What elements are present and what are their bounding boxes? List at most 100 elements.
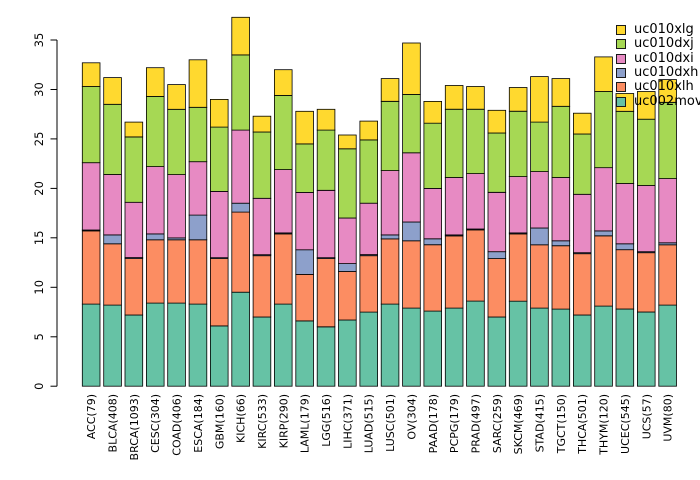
bar-segment bbox=[145, 302, 165, 387]
bar-segment bbox=[316, 189, 336, 259]
bar-segment bbox=[103, 243, 122, 306]
x-tick-label: BLCA(408) bbox=[107, 394, 120, 452]
bar-segment bbox=[658, 79, 677, 103]
bar-segment bbox=[188, 161, 208, 216]
bar-segment bbox=[209, 126, 229, 192]
bar-segment bbox=[252, 316, 272, 387]
bar-segment bbox=[252, 197, 272, 256]
bar-segment bbox=[487, 191, 507, 253]
bar-segment bbox=[316, 326, 336, 387]
bar-segment bbox=[380, 303, 400, 387]
bar-segment bbox=[273, 95, 293, 170]
bar-segment bbox=[658, 304, 677, 387]
bar-segment bbox=[231, 202, 250, 213]
x-tick-label: ESCA(184) bbox=[192, 394, 205, 453]
bar-segment bbox=[530, 307, 549, 387]
bar-segment bbox=[295, 191, 314, 251]
bar-segment bbox=[615, 243, 635, 251]
x-tick-label: UCEC(545) bbox=[619, 394, 632, 454]
bar-segment bbox=[444, 177, 464, 236]
bar-segment bbox=[466, 173, 485, 230]
bar-segment bbox=[295, 249, 314, 275]
bar-segment bbox=[487, 132, 507, 193]
bar-segment bbox=[530, 76, 549, 123]
bar-segment bbox=[167, 84, 186, 110]
bar-segment bbox=[658, 102, 677, 179]
bar-segment bbox=[551, 78, 571, 107]
bar-segment bbox=[359, 255, 378, 313]
bar-segment bbox=[402, 307, 421, 387]
bar-segment bbox=[444, 307, 464, 387]
bar-segment bbox=[423, 101, 442, 124]
bar-segment bbox=[316, 258, 336, 328]
bar-segment bbox=[487, 251, 507, 259]
bar-segment bbox=[103, 174, 122, 236]
bar-segment bbox=[338, 217, 357, 265]
bar-segment bbox=[594, 56, 613, 92]
bar-segment bbox=[209, 99, 229, 128]
bar-segment bbox=[338, 148, 357, 219]
x-tick-label: SARC(259) bbox=[491, 394, 504, 453]
legend-entry: uc010xlg bbox=[616, 23, 700, 37]
legend-label: uc010dxi bbox=[634, 50, 694, 66]
x-tick-label: UCS(57) bbox=[640, 394, 653, 439]
x-axis-labels: ACC(79) BLCA(408) BRCA(1093) CESC(304) COAD(… bbox=[85, 394, 674, 460]
bar-segment bbox=[380, 170, 400, 236]
legend-label: uc002mov bbox=[634, 93, 700, 109]
bar-segment bbox=[103, 103, 122, 175]
bars bbox=[81, 16, 677, 387]
x-tick-label: KIRC(533) bbox=[256, 394, 269, 449]
x-tick-label: THCA(501) bbox=[576, 394, 589, 455]
legend-label: uc010dxh bbox=[634, 65, 699, 81]
bar-segment bbox=[402, 152, 421, 223]
bar-segment bbox=[594, 91, 613, 169]
x-tick-label: LUSC(501) bbox=[384, 394, 397, 452]
legend-label: uc010xlh bbox=[634, 79, 694, 95]
x-tick-label: KIRP(290) bbox=[277, 394, 290, 448]
x-tick-label: PAAD(178) bbox=[427, 394, 440, 453]
bar-segment bbox=[145, 166, 165, 235]
bar-segment bbox=[423, 187, 442, 240]
x-tick-label: STAD(415) bbox=[534, 394, 547, 452]
bar-segment bbox=[231, 16, 250, 56]
bar-segment bbox=[530, 244, 549, 309]
bar-segment bbox=[273, 69, 293, 96]
bar-segment bbox=[295, 110, 314, 145]
bar-segment bbox=[81, 62, 101, 87]
bar-segment bbox=[316, 108, 336, 131]
legend-entry: uc010dxj bbox=[616, 37, 700, 51]
legend-label: uc010xlg bbox=[634, 22, 694, 38]
x-tick-label: PRAD(497) bbox=[470, 394, 483, 453]
bar-segment bbox=[508, 87, 528, 112]
bar-segment bbox=[423, 122, 442, 189]
bar-segment bbox=[273, 303, 293, 387]
bar-segment bbox=[359, 139, 378, 204]
bar-segment bbox=[573, 314, 592, 387]
legend-entry: uc010dxi bbox=[616, 50, 700, 66]
bar-segment bbox=[402, 94, 421, 154]
bar-segment bbox=[295, 143, 314, 193]
bar-segment bbox=[167, 239, 186, 304]
bar-segment bbox=[145, 233, 165, 241]
bar-segment bbox=[338, 263, 357, 272]
bar-segment bbox=[658, 244, 677, 306]
y-tick-label: 10 bbox=[32, 280, 46, 295]
bar-segment bbox=[594, 305, 613, 387]
bar-segment bbox=[359, 120, 378, 141]
bar-segment bbox=[380, 78, 400, 102]
bar-segment bbox=[573, 253, 592, 316]
x-tick-label: KICH(66) bbox=[235, 394, 248, 443]
x-tick-label: BRCA(1093) bbox=[128, 394, 141, 460]
bar-segment bbox=[530, 171, 549, 229]
y-tick-label: 0 bbox=[32, 383, 46, 390]
legend-swatch bbox=[616, 25, 626, 36]
bar-segment bbox=[637, 184, 656, 253]
bar-segment bbox=[658, 178, 677, 244]
bar-segment bbox=[124, 314, 144, 387]
legend-entry: uc010xlh bbox=[616, 80, 700, 94]
bar-segment bbox=[145, 239, 165, 304]
bar-segment bbox=[338, 271, 357, 321]
x-tick-label: GBM(160) bbox=[213, 394, 226, 449]
